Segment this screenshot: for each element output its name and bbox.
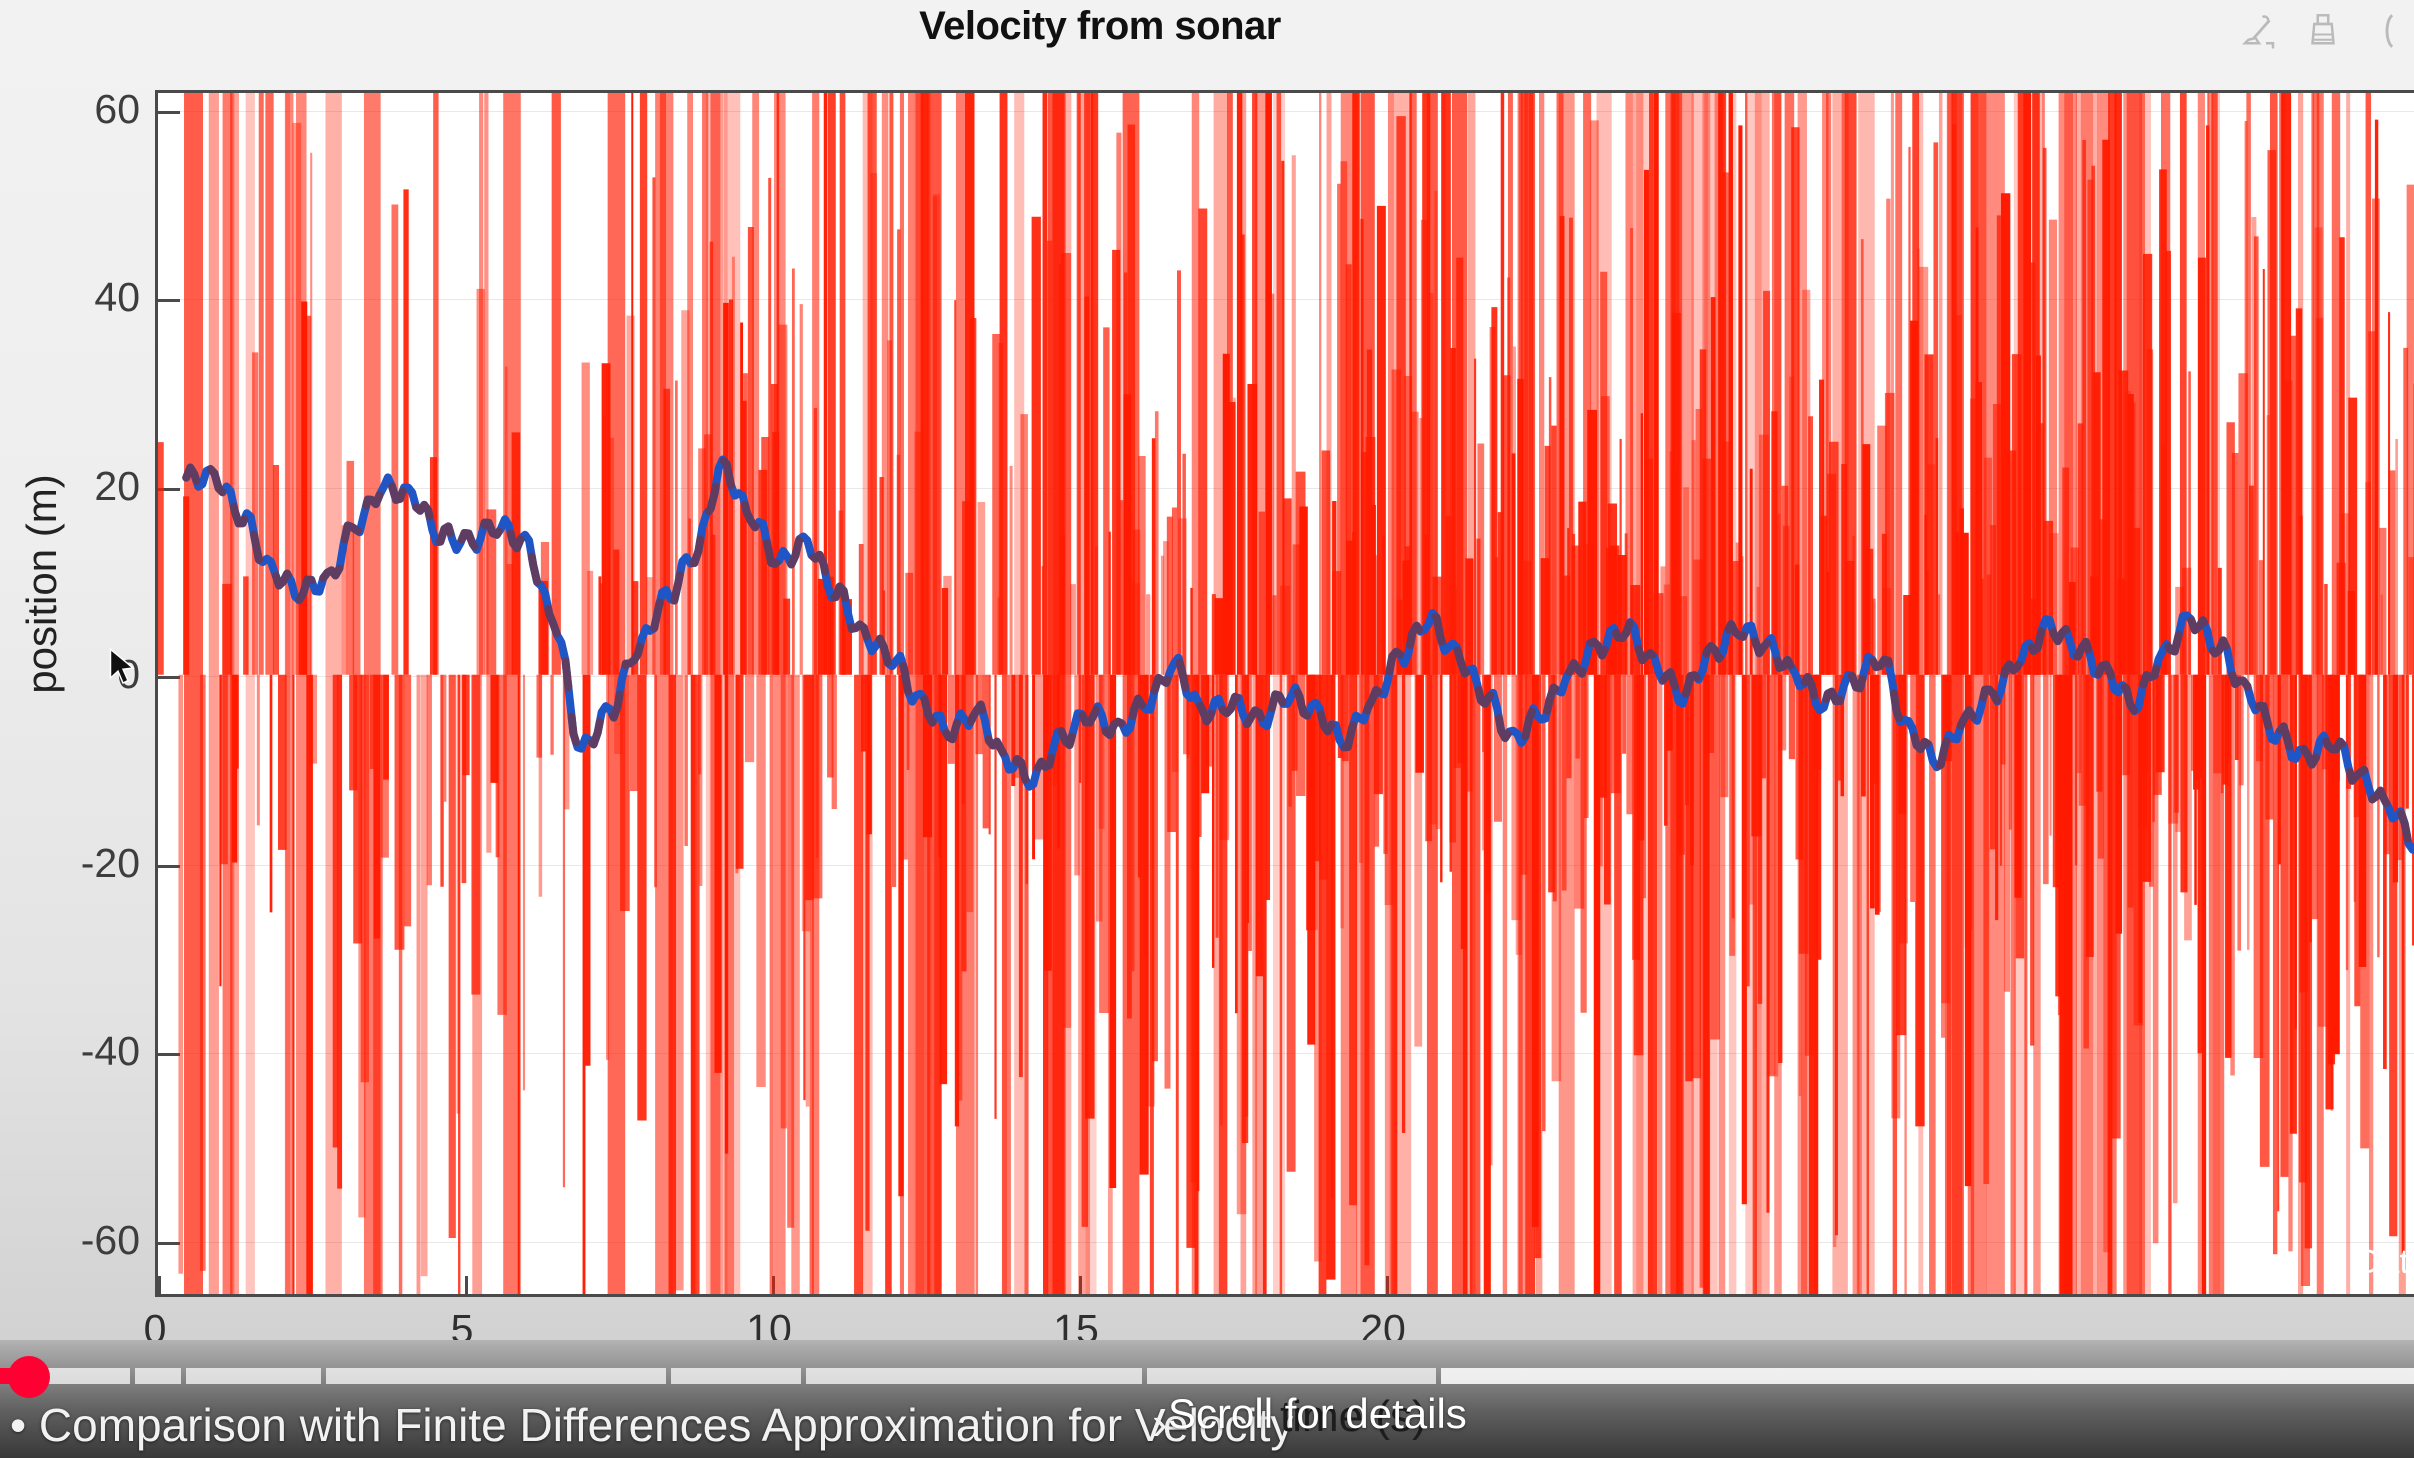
progress-scrubber-handle[interactable] <box>8 1356 50 1398</box>
xtick-mark-15 <box>1079 1276 1082 1294</box>
progress-bar[interactable] <box>0 1356 2414 1398</box>
scroll-for-details-hint: Scroll for details <box>1168 1390 1467 1437</box>
chapter-title[interactable]: • Comparison with Finite Differences App… <box>10 1399 1294 1451</box>
gridline-m40 <box>158 1053 2414 1054</box>
ytick-label-40: 40 <box>94 274 140 320</box>
chapter-segment-8[interactable] <box>1146 1368 1437 1384</box>
xtick-mark-0 <box>158 1276 161 1294</box>
ytick-mark-0 <box>158 676 180 679</box>
chapter-segment-7[interactable] <box>806 1368 1142 1384</box>
data-tip-icon[interactable] <box>2366 10 2408 52</box>
matlab-figure: Velocity from sonar <box>0 0 2414 1352</box>
chapter-segment-3[interactable] <box>135 1368 182 1384</box>
series-sonar-velocity <box>182 455 2414 854</box>
video-player-controls: • Comparison with Finite Differences App… <box>0 1340 2414 1458</box>
gridline-0 <box>158 676 2414 677</box>
ytick-label-m20: -20 <box>80 840 140 886</box>
ytick-label-m60: -60 <box>80 1217 140 1263</box>
chapter-segment-4[interactable] <box>185 1368 322 1384</box>
mouse-cursor <box>109 648 135 685</box>
plot-canvas <box>158 93 2414 1294</box>
ytick-mark-m20 <box>158 865 180 868</box>
plot-axes <box>155 90 2414 1297</box>
y-axis-label: position (m) <box>18 474 65 694</box>
chapter-segment-5[interactable] <box>325 1368 667 1384</box>
gridline-60 <box>158 111 2414 112</box>
xtick-mark-5 <box>465 1276 468 1294</box>
chapter-segment-6[interactable] <box>671 1368 802 1384</box>
legend-label-data: Dat <box>2356 1243 2409 1281</box>
ytick-label-m40: -40 <box>80 1028 140 1074</box>
ytick-label-60: 60 <box>94 86 140 132</box>
gridline-40 <box>158 299 2414 300</box>
link-plot-icon[interactable] <box>2302 10 2344 52</box>
chapter-segment-2[interactable] <box>26 1368 131 1384</box>
ytick-mark-m40 <box>158 1053 180 1056</box>
brush-data-icon[interactable] <box>2238 10 2280 52</box>
chapter-segment-tail[interactable] <box>1441 1368 2414 1384</box>
x-axis-label: time (s) <box>1280 1392 1427 1441</box>
ytick-mark-20 <box>158 488 180 491</box>
ytick-label-20: 20 <box>94 463 140 509</box>
xtick-mark-20 <box>1386 1276 1389 1294</box>
ytick-mark-40 <box>158 299 180 302</box>
ytick-mark-m60 <box>158 1242 180 1245</box>
figure-toolbar[interactable] <box>2238 10 2408 52</box>
gridline-m60 <box>158 1242 2414 1243</box>
chevron-right-icon[interactable]: › <box>1152 1397 1168 1449</box>
gridline-m20 <box>158 865 2414 866</box>
series-finite-differences <box>158 93 2414 1294</box>
ytick-mark-60 <box>158 111 180 114</box>
figure-title: Velocity from sonar <box>919 4 1281 48</box>
gridline-20 <box>158 488 2414 489</box>
